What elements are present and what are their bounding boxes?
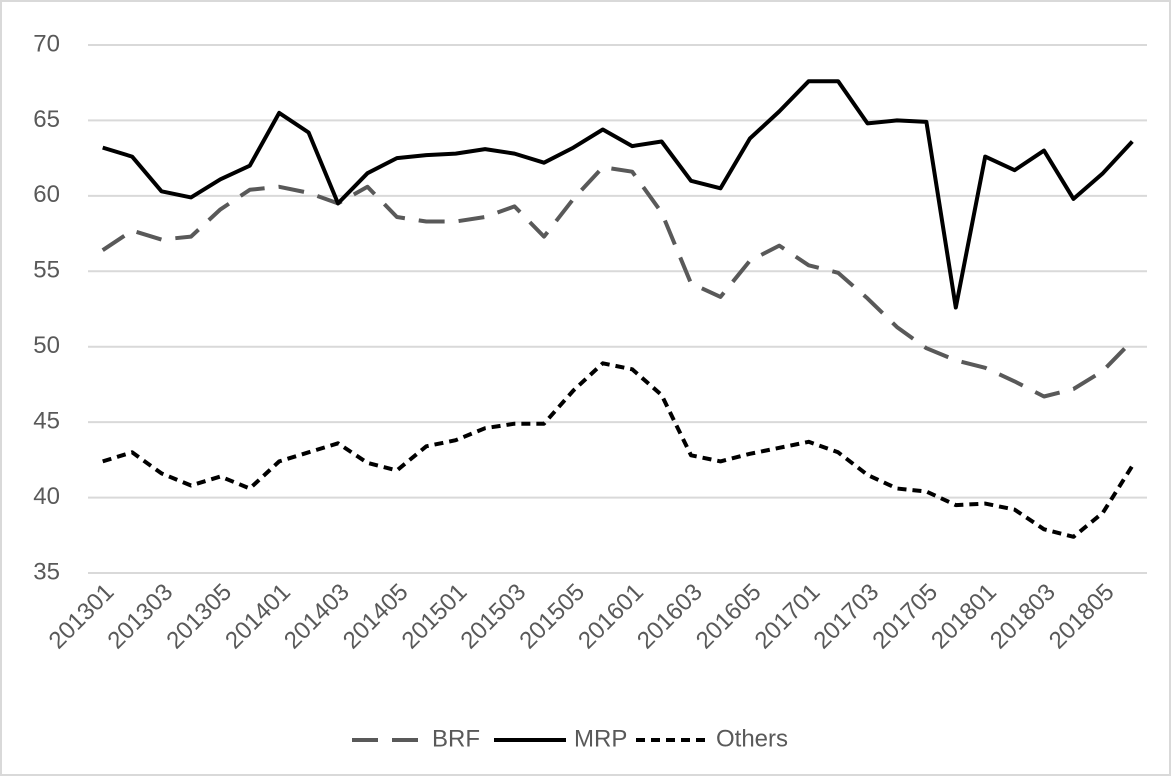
y-tick-label: 50 (33, 332, 60, 359)
y-tick-label: 40 (33, 483, 60, 510)
y-tick-label: 55 (33, 257, 60, 284)
y-tick-label: 65 (33, 106, 60, 133)
y-tick-label: 35 (33, 558, 60, 585)
y-tick-label: 60 (33, 181, 60, 208)
legend-label: Others (716, 725, 788, 752)
y-tick-label: 45 (33, 407, 60, 434)
line-series (101, 165, 1134, 399)
line-series (102, 79, 1134, 310)
y-tick-label: 70 (33, 30, 60, 57)
line-series (102, 361, 1134, 539)
legend-label: MRP (574, 725, 627, 752)
legend-label: BRF (432, 725, 480, 752)
